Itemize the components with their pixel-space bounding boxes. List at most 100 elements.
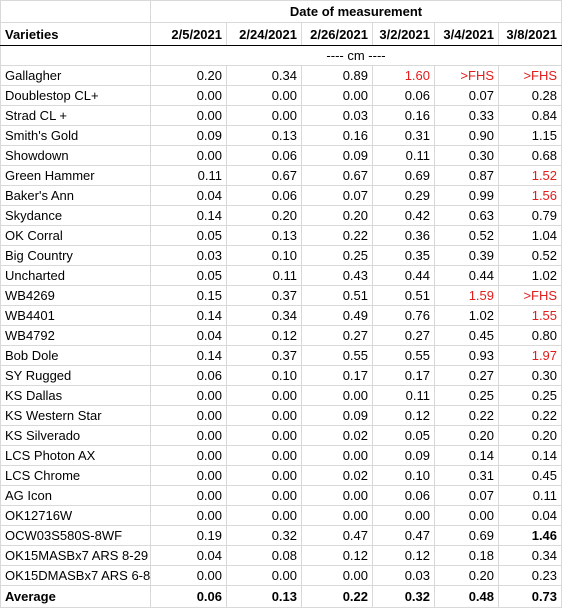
measurement-cell: 0.00: [150, 425, 227, 446]
measurement-cell: 0.27: [372, 325, 435, 346]
measurement-cell: 0.07: [301, 185, 373, 206]
variety-name: OK Corral: [0, 225, 151, 246]
table-row: OK12716W 0.00 0.00 0.00 0.00 0.00 0.04: [0, 505, 562, 526]
measurement-cell: 0.13: [226, 225, 302, 246]
measurement-cell: 1.52: [497, 165, 562, 186]
variety-name: Skydance: [0, 205, 151, 226]
measurement-cell: >FHS: [497, 65, 562, 86]
measurement-cell: 0.44: [434, 265, 499, 286]
measurement-cell: 0.20: [497, 425, 562, 446]
table-row: LCS Chrome 0.00 0.00 0.02 0.10 0.31 0.45: [0, 465, 562, 486]
variety-name: Uncharted: [0, 265, 151, 286]
measurement-cell: 1.55: [497, 305, 562, 326]
measurement-cell: 0.20: [226, 205, 302, 226]
measurement-cell: 0.55: [301, 345, 373, 366]
measurement-cell: 0.00: [226, 445, 302, 466]
measurement-cell: 0.12: [372, 405, 435, 426]
measurement-cell: 0.89: [301, 65, 373, 86]
measurement-cell: 0.16: [372, 105, 435, 126]
measurement-cell: 0.03: [301, 105, 373, 126]
measurement-cell: 0.00: [150, 445, 227, 466]
group-title: Date of measurement: [149, 0, 562, 23]
measurement-cell: 0.47: [372, 525, 435, 546]
measurement-cell: 0.00: [226, 85, 302, 106]
measurement-cell: 0.43: [301, 265, 373, 286]
measurement-cell: 0.07: [434, 485, 499, 506]
table-row: Uncharted 0.05 0.11 0.43 0.44 0.44 1.02: [0, 265, 562, 286]
measurement-cell: 0.14: [434, 445, 499, 466]
measurement-cell: 0.47: [301, 525, 373, 546]
measurement-cell: 0.10: [226, 365, 302, 386]
variety-name: Strad CL +: [0, 105, 151, 126]
table-row: WB4401 0.14 0.34 0.49 0.76 1.02 1.55: [0, 305, 562, 326]
measurement-cell: 0.00: [226, 105, 302, 126]
group-title-row: Date of measurement: [0, 0, 562, 23]
measurement-cell: 0.00: [301, 445, 373, 466]
measurement-cell: 1.56: [497, 185, 562, 206]
date-header: 2/24/2021: [226, 22, 302, 46]
measurement-cell: 0.02: [301, 465, 373, 486]
measurement-cell: 1.97: [497, 345, 562, 366]
measurement-cell: 0.30: [434, 145, 499, 166]
corner-cell: [0, 0, 151, 23]
measurement-cell: 0.11: [372, 145, 435, 166]
date-header: 2/26/2021: [301, 22, 373, 46]
varieties-header: Varieties: [0, 22, 151, 46]
measurement-cell: 0.20: [150, 65, 227, 86]
measurement-cell: 0.51: [301, 285, 373, 306]
measurement-cell: 0.00: [150, 385, 227, 406]
table-row: WB4792 0.04 0.12 0.27 0.27 0.45 0.80: [0, 325, 562, 346]
average-value: 0.22: [301, 585, 373, 608]
measurement-cell: 0.63: [434, 205, 499, 226]
measurement-cell: 0.00: [226, 425, 302, 446]
measurement-cell: 0.39: [434, 245, 499, 266]
measurement-cell: 0.00: [226, 465, 302, 486]
measurement-cell: 0.06: [226, 185, 302, 206]
measurement-cell: 0.37: [226, 285, 302, 306]
measurement-cell: 0.31: [372, 125, 435, 146]
measurement-cell: 0.03: [372, 565, 435, 586]
measurement-cell: 0.68: [497, 145, 562, 166]
measurement-cell: 0.03: [150, 245, 227, 266]
measurement-cell: 1.02: [497, 265, 562, 286]
measurement-cell: 0.07: [434, 85, 499, 106]
measurement-cell: 0.13: [226, 125, 302, 146]
measurement-cell: 0.00: [150, 505, 227, 526]
measurement-cell: 0.00: [226, 485, 302, 506]
average-value: 0.48: [434, 585, 499, 608]
measurement-cell: 0.10: [226, 245, 302, 266]
measurement-cell: 0.67: [226, 165, 302, 186]
average-value: 0.06: [150, 585, 227, 608]
measurement-cell: 0.09: [372, 445, 435, 466]
average-value: 0.32: [372, 585, 435, 608]
measurement-cell: 0.44: [372, 265, 435, 286]
measurement-cell: 0.00: [226, 505, 302, 526]
measurement-cell: 0.04: [497, 505, 562, 526]
measurement-cell: 1.02: [434, 305, 499, 326]
measurement-cell: 1.15: [497, 125, 562, 146]
variety-name: Doublestop CL+: [0, 85, 151, 106]
variety-name: OK12716W: [0, 505, 151, 526]
measurement-cell: 0.49: [301, 305, 373, 326]
unit-blank: [0, 45, 151, 66]
measurement-cell: 0.45: [434, 325, 499, 346]
average-label: Average: [0, 585, 151, 608]
measurement-cell: 0.23: [497, 565, 562, 586]
measurement-cell: 0.06: [150, 365, 227, 386]
measurement-cell: 0.00: [150, 145, 227, 166]
table-row: Big Country 0.03 0.10 0.25 0.35 0.39 0.52: [0, 245, 562, 266]
measurement-cell: 0.80: [497, 325, 562, 346]
variety-name: KS Dallas: [0, 385, 151, 406]
measurement-cell: 0.11: [372, 385, 435, 406]
measurement-cell: 0.14: [150, 345, 227, 366]
table-row: OK15MASBx7 ARS 8-29 0.04 0.08 0.12 0.12 0.18 0…: [0, 545, 562, 566]
measurement-cell: 0.17: [301, 365, 373, 386]
measurement-cell: 0.04: [150, 325, 227, 346]
measurement-cell: 0.00: [301, 385, 373, 406]
measurement-cell: 0.00: [301, 85, 373, 106]
measurement-cell: 0.18: [434, 545, 499, 566]
measurement-cell: 0.27: [434, 365, 499, 386]
table-row: LCS Photon AX 0.00 0.00 0.00 0.09 0.14 0.14: [0, 445, 562, 466]
measurement-cell: 0.15: [150, 285, 227, 306]
